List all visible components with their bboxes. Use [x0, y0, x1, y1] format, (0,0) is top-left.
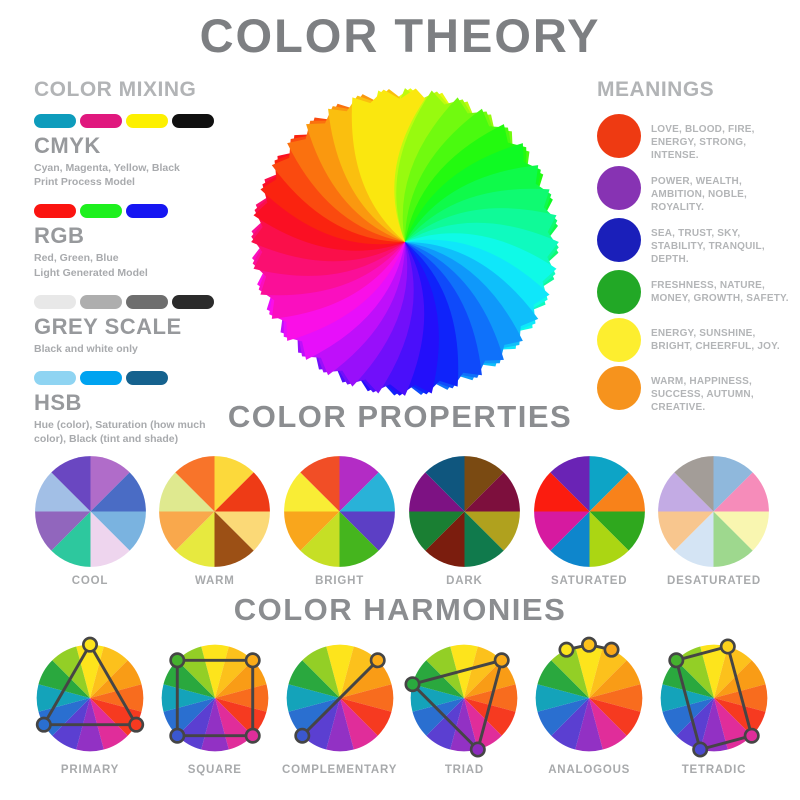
label-complementary: COMPLEMENTARY — [282, 764, 398, 776]
property-bright: BRIGHT — [281, 455, 399, 587]
meaning-dot-red — [597, 114, 641, 158]
label-tetradic: TETRADIC — [681, 764, 747, 776]
page-title: COLOR THEORY — [199, 9, 601, 62]
model-name-cmyk: CMYK — [34, 133, 101, 158]
swatch-pill — [126, 370, 168, 385]
meaning-text-orange: WARM, HAPPINESS, SUCCESS, AUTUMN, CREATI… — [651, 376, 754, 413]
hsb-swatches — [34, 370, 242, 385]
meaning-dot-purple — [597, 166, 641, 210]
color-harmonies-heading: COLOR HARMONIES — [233, 592, 567, 627]
greyscale-swatches — [34, 294, 242, 309]
rgb-swatches — [34, 204, 242, 219]
label-square: SQUARE — [187, 764, 242, 776]
label-cool: COOL — [71, 575, 109, 587]
meaning-row-green: FRESHNESS, NATURE, MONEY, GROWTH, SAFETY… — [597, 270, 795, 314]
harmony-wheel-triad — [400, 634, 528, 762]
color-wheel-pinwheel — [245, 82, 565, 402]
wheel-saturated — [533, 455, 646, 568]
model-name-greyscale: GREY SCALE — [34, 313, 182, 339]
meaning-dot-green — [597, 270, 641, 314]
swatch-pill — [34, 370, 76, 385]
swatch-pill — [80, 114, 122, 128]
color-mixing-section: COLOR MIXING CMYK Cyan, Magenta, Yellow,… — [34, 78, 242, 461]
model-desc-hsb: Hue (color), Saturation (how much color)… — [34, 418, 206, 446]
property-cool: COOL — [31, 455, 149, 587]
meaning-row-purple: POWER, WEALTH, AMBITION, NOBLE, ROYALITY… — [597, 166, 795, 214]
meaning-row-orange: WARM, HAPPINESS, SUCCESS, AUTUMN, CREATI… — [597, 366, 795, 414]
swatch-pill — [126, 114, 168, 128]
meaning-text-yellow: ENERGY, SUNSHINE, BRIGHT, CHEERFUL, JOY. — [651, 328, 780, 352]
harmony-wheel-complementary — [276, 634, 404, 762]
swatch-pill — [80, 294, 122, 309]
meanings-heading: MEANINGS — [597, 78, 715, 101]
swatch-pill — [34, 294, 76, 309]
color-mixing-heading: COLOR MIXING — [34, 78, 197, 101]
harmony-wheel-tetradic — [650, 634, 778, 762]
harmony-tetradic: TETRADIC — [655, 634, 773, 776]
meaning-text-red: LOVE, BLOOD, FIRE, ENERGY, STRONG, INTEN… — [651, 124, 755, 161]
swatch-pill — [126, 204, 168, 219]
wheel-cool — [34, 455, 147, 568]
swatch-pill — [80, 370, 122, 385]
harmony-complementary: COMPLEMENTARY — [281, 634, 399, 776]
harmony-analogous: ANALOGOUS — [530, 634, 648, 776]
model-hsb: HSB Hue (color), Saturation (how much co… — [34, 370, 242, 446]
model-greyscale: GREY SCALE Black and white only — [34, 294, 242, 356]
swatch-pill — [34, 204, 76, 219]
meaning-row-blue: SEA, TRUST, SKY, STABILITY, TRANQUIL, DE… — [597, 218, 795, 266]
cmyk-swatches — [34, 114, 242, 128]
meaning-row-red: LOVE, BLOOD, FIRE, ENERGY, STRONG, INTEN… — [597, 114, 795, 162]
label-desaturated: DESATURATED — [666, 575, 761, 587]
swatch-pill — [172, 294, 214, 309]
swatch-pill — [80, 204, 122, 219]
model-name-hsb: HSB — [34, 389, 82, 415]
meanings-section: MEANINGS LOVE, BLOOD, FIRE, ENERGY, STRO… — [597, 78, 795, 418]
wheel-bright — [283, 455, 396, 568]
property-warm: WARM — [156, 455, 274, 587]
color-properties-heading: COLOR PROPERTIES — [227, 399, 573, 434]
swatch-pill — [172, 114, 214, 128]
property-saturated: SATURATED — [530, 455, 648, 587]
harmony-wheel-analogous — [525, 634, 653, 762]
label-saturated: SATURATED — [550, 575, 628, 587]
meaning-dot-yellow — [597, 318, 641, 362]
swatch-pill — [34, 114, 76, 128]
harmony-triad: TRIAD — [404, 634, 523, 776]
meaning-text-purple: POWER, WEALTH, AMBITION, NOBLE, ROYALITY… — [651, 176, 747, 213]
wheel-desaturated — [657, 455, 770, 568]
wheel-warm — [158, 455, 271, 568]
model-rgb: RGB Red, Green, Blue Light Generated Mod… — [34, 204, 242, 279]
model-cmyk: CMYK Cyan, Magenta, Yellow, Black Print … — [34, 114, 242, 189]
meaning-dot-blue — [597, 218, 641, 262]
property-dark: DARK — [405, 455, 523, 587]
model-name-rgb: RGB — [34, 223, 85, 249]
label-analogous: ANALOGOUS — [548, 764, 631, 776]
meaning-dot-orange — [597, 366, 641, 410]
harmony-wheel-square — [151, 634, 279, 762]
meaning-text-blue: SEA, TRUST, SKY, STABILITY, TRANQUIL, DE… — [651, 228, 765, 265]
meaning-row-yellow: ENERGY, SUNSHINE, BRIGHT, CHEERFUL, JOY. — [597, 318, 795, 362]
properties-wheel-row: COOL WARM BRIGHT DARK SATURATED DESATURA… — [31, 455, 773, 587]
harmony-primary: PRIMARY — [31, 634, 149, 776]
harmony-wheel-primary — [26, 634, 154, 762]
swatch-pill — [126, 294, 168, 309]
label-triad: TRIAD — [444, 764, 484, 776]
property-desaturated: DESATURATED — [655, 455, 773, 587]
label-primary: PRIMARY — [60, 764, 120, 776]
label-bright: BRIGHT — [315, 575, 365, 587]
meaning-text-green: FRESHNESS, NATURE, MONEY, GROWTH, SAFETY… — [651, 280, 789, 304]
harmony-square: SQUARE — [156, 634, 274, 776]
model-desc-cmyk: Cyan, Magenta, Yellow, Black Print Proce… — [34, 162, 180, 189]
model-desc-greyscale: Black and white only — [34, 342, 138, 355]
harmonies-wheel-row: PRIMARY SQUARE COMPLEMENTARY TRIAD ANALO… — [31, 634, 773, 776]
label-dark: DARK — [446, 575, 483, 587]
model-desc-rgb: Red, Green, Blue Light Generated Model — [34, 252, 148, 279]
wheel-dark — [408, 455, 521, 568]
label-warm: WARM — [194, 575, 235, 587]
